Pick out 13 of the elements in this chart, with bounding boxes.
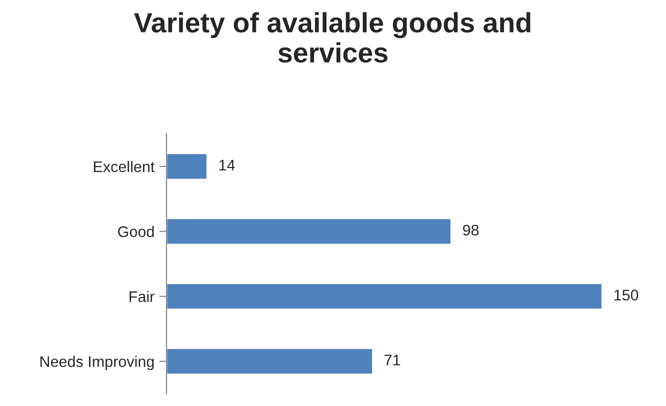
bar xyxy=(166,218,452,246)
y-tick-label: Excellent xyxy=(94,160,155,172)
y-tick-label: Fair xyxy=(130,290,154,302)
y-tick-label: Needs Improving xyxy=(40,356,154,370)
y-tick-label: Good xyxy=(118,226,154,238)
bar xyxy=(166,282,603,310)
bar xyxy=(166,152,208,180)
data-label: 14 xyxy=(219,160,235,170)
data-label: 98 xyxy=(462,224,479,236)
data-label: 71 xyxy=(384,354,400,366)
bar xyxy=(166,348,374,376)
chart-title: Variety of available goods and services xyxy=(134,12,530,63)
data-label: 150 xyxy=(614,290,638,300)
